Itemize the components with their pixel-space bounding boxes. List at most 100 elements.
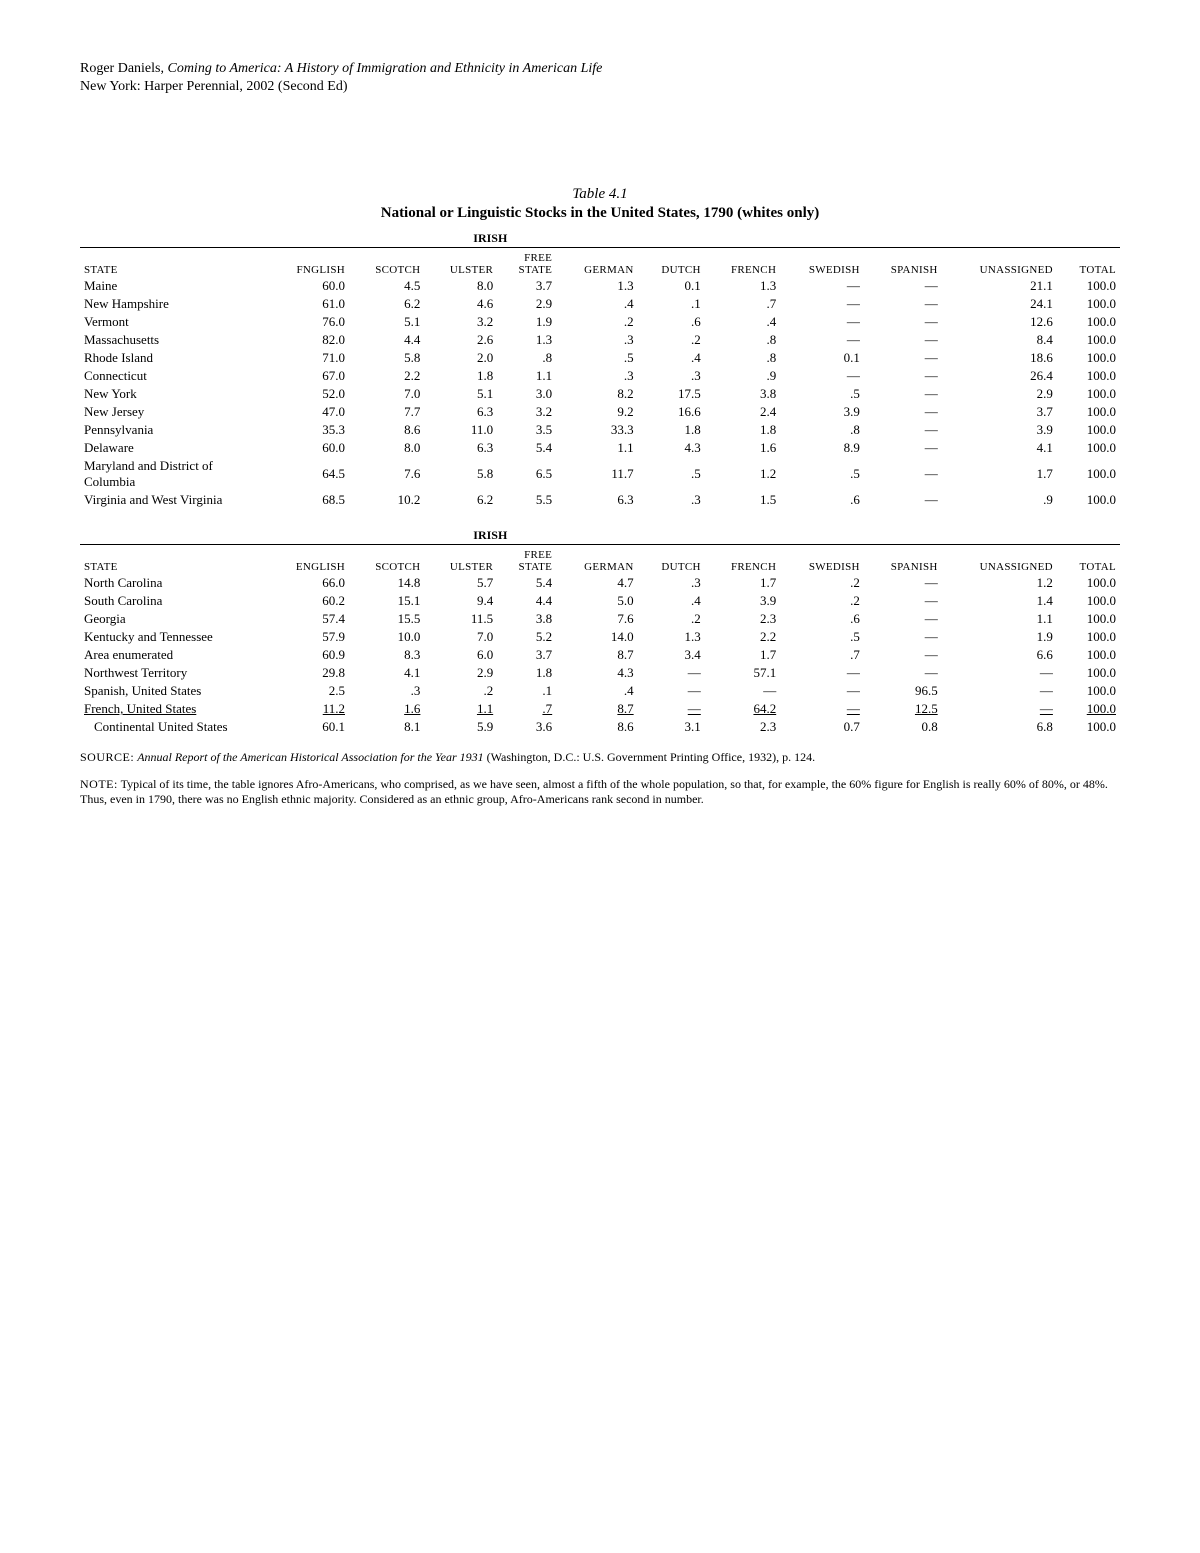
table-cell: 10.2	[349, 491, 424, 509]
table-cell: 26.4	[942, 367, 1057, 385]
table-cell: 57.9	[268, 628, 349, 646]
table-cell: 1.1	[556, 439, 637, 457]
table-cell: 1.5	[705, 491, 780, 509]
table-cell: 0.7	[780, 718, 864, 736]
table-cell: .6	[638, 313, 705, 331]
table-cell: 8.6	[349, 421, 424, 439]
table-cell: 6.5	[497, 457, 556, 491]
table-cell: 15.1	[349, 592, 424, 610]
table-cell: 29.8	[268, 664, 349, 682]
table-cell: 11.2	[268, 700, 349, 718]
table-cell: Pennsylvania	[80, 421, 268, 439]
table-cell: 8.2	[556, 385, 637, 403]
table-cell: 3.1	[638, 718, 705, 736]
col-scotch-2: SCOTCH	[349, 545, 424, 575]
source-rest: (Washington, D.C.: U.S. Government Print…	[484, 750, 815, 764]
table-cell: 64.2	[705, 700, 780, 718]
table-cell: 1.9	[497, 313, 556, 331]
col-spanish-2: SPANISH	[864, 545, 942, 575]
table-cell: Delaware	[80, 439, 268, 457]
table-cell: .7	[780, 646, 864, 664]
citation-block: Roger Daniels, Coming to America: A Hist…	[80, 60, 1120, 96]
table-cell: 3.9	[705, 592, 780, 610]
table-cell: 100.0	[1057, 277, 1120, 295]
table-cell: 14.0	[556, 628, 637, 646]
table-cell: 100.0	[1057, 700, 1120, 718]
table-cell: .3	[638, 367, 705, 385]
table-row: Continental United States60.18.15.93.68.…	[80, 718, 1120, 736]
table-cell: 100.0	[1057, 610, 1120, 628]
table-cell: 2.2	[705, 628, 780, 646]
col-free-state-2: FREESTATE	[497, 545, 556, 575]
table-cell: 3.6	[497, 718, 556, 736]
table-cell: —	[864, 295, 942, 313]
table-cell: —	[942, 700, 1057, 718]
table-cell: 5.0	[556, 592, 637, 610]
table-cell: .5	[638, 457, 705, 491]
table-cell: .2	[556, 313, 637, 331]
table-cell: 11.0	[424, 421, 497, 439]
table-cell: 5.1	[349, 313, 424, 331]
irish-group-header-2: IRISH	[424, 527, 556, 545]
table-cell: 2.3	[705, 610, 780, 628]
source-title: Annual Report of the American Historical…	[137, 750, 483, 764]
table-cell: 8.0	[424, 277, 497, 295]
table-cell: 6.2	[424, 491, 497, 509]
table-cell: .9	[705, 367, 780, 385]
citation-author: Roger Daniels,	[80, 61, 164, 76]
table-cell: 12.6	[942, 313, 1057, 331]
col-french-2: FRENCH	[705, 545, 780, 575]
table-cell: 4.6	[424, 295, 497, 313]
table-cell: 64.5	[268, 457, 349, 491]
table-cell: 3.4	[638, 646, 705, 664]
table-row: Northwest Territory29.84.12.91.84.3—57.1…	[80, 664, 1120, 682]
table-cell: —	[864, 592, 942, 610]
table-cell: 100.0	[1057, 628, 1120, 646]
col-free-state: FREESTATE	[497, 248, 556, 278]
table-row: New Hampshire61.06.24.62.9.4.1.7——24.110…	[80, 295, 1120, 313]
table-cell: 100.0	[1057, 664, 1120, 682]
table-cell: French, United States	[80, 700, 268, 718]
table-cell: .4	[705, 313, 780, 331]
table-cell: 57.1	[705, 664, 780, 682]
table-cell: —	[942, 682, 1057, 700]
col-german: GERMAN	[556, 248, 637, 278]
table-cell: 5.4	[497, 439, 556, 457]
table-cell: 3.8	[497, 610, 556, 628]
table-cell: 8.7	[556, 646, 637, 664]
table-cell: .6	[780, 610, 864, 628]
table-cell: 16.6	[638, 403, 705, 421]
col-state-2: STATE	[80, 545, 268, 575]
table-cell: 1.7	[705, 574, 780, 592]
table-cell: South Carolina	[80, 592, 268, 610]
citation-title: Coming to America: A History of Immigrat…	[167, 61, 602, 76]
table-cell: 4.5	[349, 277, 424, 295]
table-cell: 12.5	[864, 700, 942, 718]
table-caption: Table 4.1	[80, 186, 1120, 203]
table-cell: 100.0	[1057, 592, 1120, 610]
table-row: Maine60.04.58.03.71.30.11.3——21.1100.0	[80, 277, 1120, 295]
table-cell: —	[780, 367, 864, 385]
table-cell: 100.0	[1057, 457, 1120, 491]
table-cell: 60.1	[268, 718, 349, 736]
table-cell: 6.6	[942, 646, 1057, 664]
table-cell: —	[864, 574, 942, 592]
table-cell: .3	[556, 367, 637, 385]
table-cell: 3.2	[424, 313, 497, 331]
table-cell: 2.0	[424, 349, 497, 367]
table-cell: 100.0	[1057, 574, 1120, 592]
table-row: South Carolina60.215.19.44.45.0.43.9.2—1…	[80, 592, 1120, 610]
table-cell: 15.5	[349, 610, 424, 628]
table-cell: —	[864, 277, 942, 295]
table-cell: 100.0	[1057, 439, 1120, 457]
table-cell: 1.8	[497, 664, 556, 682]
table-cell: Vermont	[80, 313, 268, 331]
table-cell: 67.0	[268, 367, 349, 385]
table-row: Connecticut67.02.21.81.1.3.3.9——26.4100.…	[80, 367, 1120, 385]
table-cell: Georgia	[80, 610, 268, 628]
table-cell: 9.2	[556, 403, 637, 421]
table-cell: 1.7	[705, 646, 780, 664]
table-cell: .6	[780, 491, 864, 509]
table-cell: —	[705, 682, 780, 700]
table-cell: 11.5	[424, 610, 497, 628]
